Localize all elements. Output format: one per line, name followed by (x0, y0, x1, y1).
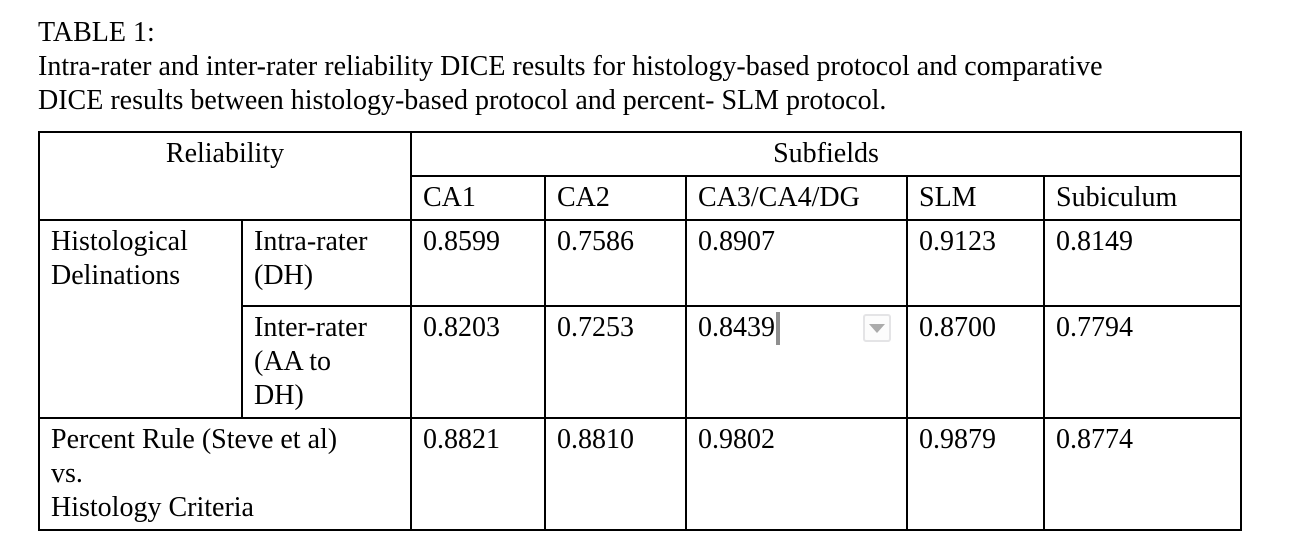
column-header-ca1[interactable]: CA1 (410, 175, 546, 221)
row-intra-rater: Histological Delinations Intra-rater (DH… (38, 219, 1242, 419)
cell-inter-ca1[interactable]: 0.8203 (410, 305, 546, 419)
row-inter-rater: Inter-rater (AA to DH) 0.8203 0.7253 0.8… (39, 305, 1242, 419)
dice-results-table: Reliability Subfields CA1 CA2 CA3/CA4/DG… (38, 131, 1242, 531)
cell-percent-slm[interactable]: 0.9879 (906, 417, 1045, 531)
header-cell-subfields[interactable]: Subfields (410, 131, 1242, 177)
row-percent-rule: Percent Rule (Steve et al) vs. Histology… (38, 417, 1242, 531)
row-label-percent-rule[interactable]: Percent Rule (Steve et al) vs. Histology… (38, 417, 412, 531)
cell-intra-ca2[interactable]: 0.7586 (544, 219, 687, 307)
table-caption-line3: DICE results between histology-based pro… (38, 85, 887, 116)
cell-intra-ca1[interactable]: 0.8599 (410, 219, 546, 307)
table-caption-line2: Intra-rater and inter-rater reliability … (38, 51, 1103, 82)
row-group-histological-delinations[interactable]: Histological Delinations (38, 219, 243, 419)
cell-intra-ca3[interactable]: 0.8907 (685, 219, 908, 307)
column-header-ca3-ca4-dg[interactable]: CA3/CA4/DG (685, 175, 908, 221)
table-caption: TABLE 1: Intra-rater and inter-rater rel… (38, 16, 1300, 118)
cell-inter-slm[interactable]: 0.8700 (906, 305, 1045, 419)
header-cell-reliability[interactable]: Reliability (38, 131, 412, 221)
column-header-subiculum[interactable]: Subiculum (1043, 175, 1242, 221)
cell-inter-ca2[interactable]: 0.7253 (544, 305, 687, 419)
document-page: TABLE 1: Intra-rater and inter-rater rel… (38, 16, 1300, 531)
dropdown-button[interactable] (863, 314, 891, 342)
active-cell-value: 0.8439 (698, 312, 775, 343)
table-caption-title: TABLE 1: (38, 17, 155, 48)
text-cursor (776, 312, 780, 345)
cell-percent-subiculum[interactable]: 0.8774 (1043, 417, 1242, 531)
column-header-ca2[interactable]: CA2 (544, 175, 687, 221)
cell-intra-slm[interactable]: 0.9123 (906, 219, 1045, 307)
cell-inter-subiculum[interactable]: 0.7794 (1043, 305, 1242, 419)
cell-inter-ca3-active[interactable]: 0.8439 (685, 305, 908, 419)
cell-intra-subiculum[interactable]: 0.8149 (1043, 219, 1242, 307)
row-label-intra-rater[interactable]: Intra-rater (DH) (241, 219, 412, 307)
header-row-columns: CA1 CA2 CA3/CA4/DG SLM Subiculum (39, 175, 1242, 221)
cell-percent-ca3[interactable]: 0.9802 (685, 417, 908, 531)
header-row-top: Reliability Subfields (38, 131, 1242, 221)
row-label-inter-rater[interactable]: Inter-rater (AA to DH) (241, 305, 412, 419)
cell-percent-ca2[interactable]: 0.8810 (544, 417, 687, 531)
chevron-down-icon (869, 323, 885, 333)
cell-percent-ca1[interactable]: 0.8821 (410, 417, 546, 531)
column-header-slm[interactable]: SLM (906, 175, 1045, 221)
